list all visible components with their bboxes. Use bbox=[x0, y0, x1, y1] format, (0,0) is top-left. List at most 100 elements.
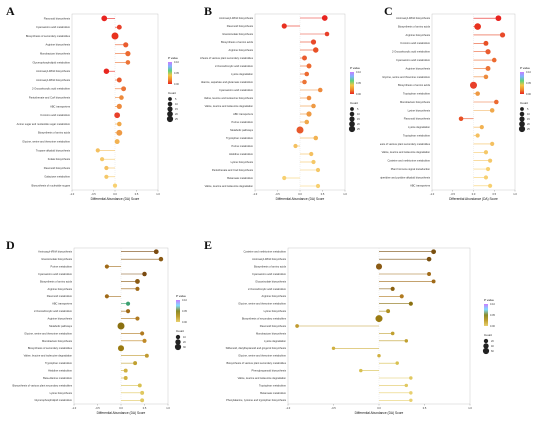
count-tick-label: 15 bbox=[357, 118, 360, 121]
y-tick-label: Folate biosynthesis bbox=[48, 157, 71, 161]
data-point bbox=[485, 66, 491, 71]
data-point bbox=[306, 63, 312, 69]
data-point bbox=[116, 103, 122, 110]
x-tick-label: -1.0 bbox=[72, 406, 77, 410]
chart-panel-d: D Aminoacyl-tRNA biosynthesis Glucosinola… bbox=[0, 212, 200, 424]
count-tick-label: 25 bbox=[357, 128, 360, 131]
count-legend-dot bbox=[519, 121, 525, 127]
y-tick-label: Biosynthesis of various plant secondary … bbox=[12, 383, 72, 387]
y-tick-label: Histidine metabolism bbox=[229, 152, 253, 156]
data-point bbox=[296, 126, 304, 134]
chart-svg: Aminoacyl-tRNA biosynthesis Flavonoid bio… bbox=[193, 13, 361, 201]
y-tick-label: Glucosinolate biosynthesis bbox=[222, 32, 253, 36]
y-tick-label: Cyanoamino acid metabolism bbox=[36, 25, 70, 29]
data-point bbox=[483, 175, 489, 180]
y-tick-label: Cysteine and methionine metabolism bbox=[243, 250, 286, 254]
y-tick-label: Aminoacyl-tRNA biosynthesis bbox=[396, 16, 431, 20]
data-point bbox=[295, 324, 299, 328]
y-tick-label: Valine, leucine and isoleucine degradati… bbox=[24, 354, 73, 358]
count-tick-label: 20 bbox=[175, 113, 178, 116]
y-tick-label: Lysine biosynthesis bbox=[50, 391, 73, 395]
data-point bbox=[114, 139, 120, 145]
count-legend-dot bbox=[520, 107, 524, 111]
data-point bbox=[99, 157, 105, 162]
pvalue-colorbar bbox=[168, 62, 172, 84]
pvalue-tick-label: 0.10 bbox=[174, 61, 179, 64]
data-point bbox=[483, 74, 489, 80]
y-tick-label: Monobactam biosynthesis bbox=[256, 331, 287, 335]
panel-label: C bbox=[384, 4, 393, 18]
count-tick-label: 15 bbox=[175, 108, 178, 111]
y-tick-label: Purine metabolism bbox=[232, 120, 253, 124]
data-point bbox=[112, 183, 118, 188]
data-point bbox=[479, 125, 484, 130]
y-tick-label: Flavonoid biosynthesis bbox=[260, 324, 287, 328]
data-point bbox=[125, 50, 131, 57]
data-point bbox=[487, 183, 493, 188]
data-point bbox=[309, 151, 314, 157]
chart-svg: Aminoacyl-tRNA biosynthesis Glucosinolate… bbox=[12, 247, 187, 415]
y-tick-label: Monobactam biosynthesis bbox=[40, 52, 71, 56]
count-legend-dot bbox=[349, 111, 355, 117]
x-tick-label: 0.5 bbox=[321, 192, 325, 196]
x-tick-label: 1.0 bbox=[156, 192, 160, 196]
data-point bbox=[125, 60, 131, 65]
data-point bbox=[315, 183, 321, 189]
data-point bbox=[140, 331, 145, 336]
data-point bbox=[399, 294, 404, 299]
data-point bbox=[390, 286, 395, 291]
y-tick-label: Biosynthesis of nucleotide sugars bbox=[32, 184, 71, 188]
data-point bbox=[123, 42, 129, 48]
x-tick-label: -0.5 bbox=[91, 192, 96, 196]
count-legend-dot bbox=[483, 338, 489, 344]
y-tick-label: Cysteine and methionine metabolism bbox=[387, 159, 430, 163]
data-point bbox=[281, 23, 287, 29]
data-point bbox=[485, 49, 491, 55]
count-legend-dot bbox=[483, 343, 489, 349]
x-tick-label: 1.0 bbox=[468, 406, 472, 410]
x-tick-label: -0.5 bbox=[275, 192, 280, 196]
y-tick-label: Metabolic pathways bbox=[230, 128, 253, 132]
data-point bbox=[483, 150, 489, 155]
count-legend-title: Count bbox=[520, 101, 528, 105]
y-tick-label: Biosynthesis of various plant secondary … bbox=[200, 56, 254, 60]
y-tick-label: Valine, leucine and isoleucine degradati… bbox=[238, 376, 287, 380]
data-point bbox=[495, 15, 502, 22]
y-tick-label: Tryptophan metabolism bbox=[259, 383, 286, 387]
data-point bbox=[431, 249, 437, 255]
count-legend-dot bbox=[167, 106, 173, 112]
y-tick-label: Plant hormone signal transduction bbox=[391, 167, 431, 171]
x-axis-label: Differential Abundance (DA) Score bbox=[276, 197, 325, 201]
y-tick-label: Phenylalanine, tyrosine and tryptophan b… bbox=[226, 398, 287, 402]
x-tick-label: 0.5 bbox=[492, 192, 496, 196]
y-tick-label: ABC transporters bbox=[410, 184, 431, 188]
data-point bbox=[302, 79, 307, 85]
data-point bbox=[487, 158, 493, 163]
data-point bbox=[386, 309, 391, 314]
y-tick-label: Glucosinolate biosynthesis bbox=[41, 257, 72, 261]
data-point bbox=[117, 322, 125, 330]
x-tick-label: -1.0 bbox=[253, 192, 258, 196]
y-tick-label: Biosynthesis of amino acids bbox=[398, 24, 431, 28]
data-point bbox=[311, 159, 316, 165]
y-tick-label: Flavonoid biosynthesis bbox=[404, 117, 431, 121]
count-legend-dot bbox=[168, 97, 172, 101]
chart-svg: Aminoacyl-tRNA biosynthesis Biosynthesis … bbox=[368, 13, 531, 201]
pvalue-tick-label: 0.05 bbox=[526, 82, 531, 85]
data-point bbox=[137, 383, 142, 388]
x-axis-label: Differential Abundance (DA) Score bbox=[91, 197, 140, 201]
x-tick-label: -0.5 bbox=[451, 192, 456, 196]
count-legend-dot bbox=[167, 111, 173, 117]
y-tick-label: Galactose metabolism bbox=[44, 175, 70, 179]
count-legend-title: Count bbox=[350, 101, 358, 105]
pvalue-colorbar bbox=[520, 72, 524, 94]
count-tick-label: 5 bbox=[175, 98, 177, 101]
y-tick-label: Stilbenoid, diarylheptanoid and gingerol… bbox=[226, 346, 287, 350]
data-point bbox=[395, 361, 399, 365]
pvalue-legend-title: P value bbox=[168, 56, 178, 60]
x-tick-label: 0.5 bbox=[135, 192, 139, 196]
data-point bbox=[489, 108, 495, 113]
count-legend-title: Count bbox=[484, 333, 492, 337]
pvalue-colorbar bbox=[176, 300, 180, 322]
data-point bbox=[114, 112, 121, 119]
